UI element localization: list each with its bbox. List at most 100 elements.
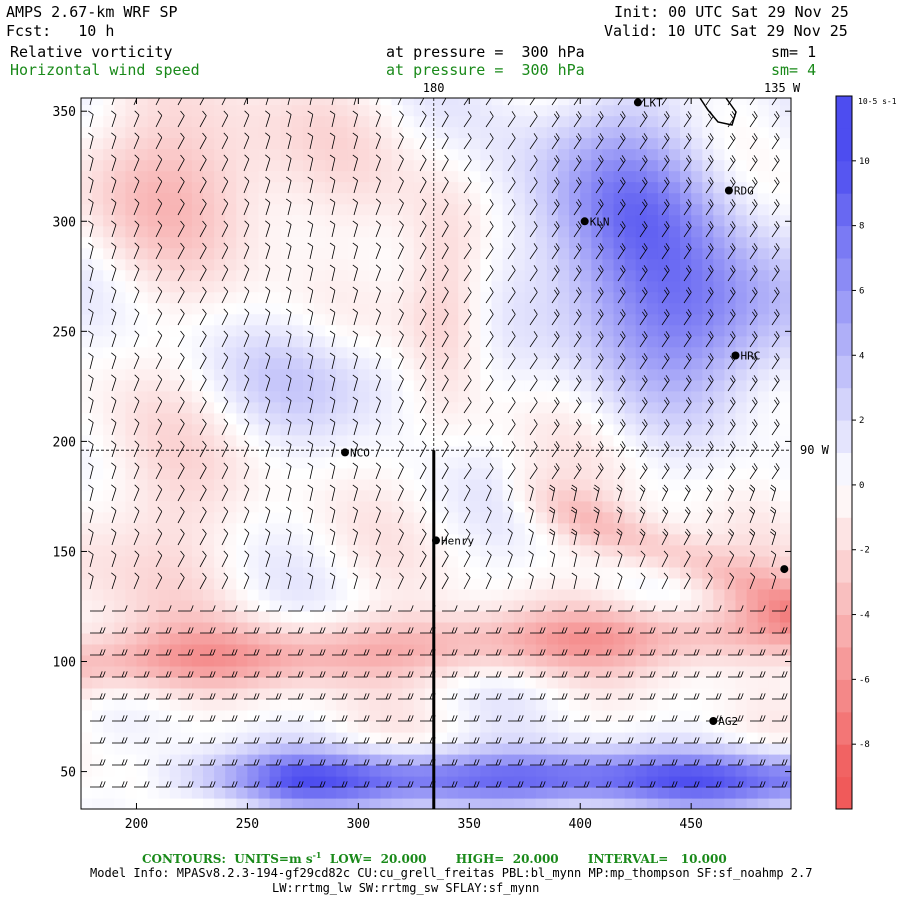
vorticity-cell [546, 148, 559, 161]
vorticity-cell [524, 148, 537, 161]
vorticity-cell [158, 478, 171, 491]
vorticity-cell [646, 390, 659, 403]
vorticity-cell [314, 423, 326, 436]
vorticity-cell [114, 423, 126, 436]
vorticity-cell [413, 632, 426, 645]
vorticity-cell [469, 676, 481, 689]
vorticity-cell [691, 743, 703, 755]
wind-barb [331, 356, 336, 370]
vorticity-cell [469, 698, 481, 711]
vorticity-cell [369, 225, 382, 238]
wind-barb-flag [212, 671, 216, 678]
wind-barb-flag [307, 352, 314, 357]
wind-barb-flag [307, 506, 314, 511]
vorticity-cell [336, 258, 348, 271]
wind-barb [331, 114, 336, 128]
wind-barb-flag [111, 198, 117, 203]
vorticity-cell [203, 313, 215, 326]
vorticity-cell [546, 500, 559, 513]
vorticity-cell [314, 98, 326, 106]
wind-barb [309, 202, 314, 216]
vorticity-cell [613, 225, 626, 238]
vorticity-cell [436, 324, 448, 337]
vorticity-cell [580, 632, 592, 645]
vorticity-cell [258, 159, 271, 172]
vorticity-cell [513, 225, 526, 238]
vorticity-cell [447, 577, 459, 590]
vorticity-cell [413, 104, 426, 117]
wind-barb [199, 335, 207, 348]
vorticity-cell [125, 511, 138, 524]
vorticity-cell [380, 357, 393, 370]
vorticity-cell [657, 632, 670, 645]
vorticity-cell [735, 302, 748, 315]
vorticity-cell [491, 445, 504, 458]
vorticity-cell [646, 115, 659, 128]
vorticity-cell [680, 654, 692, 667]
wind-barb-flag [234, 627, 238, 634]
vorticity-cell [291, 214, 304, 227]
vorticity-cell [247, 676, 260, 689]
vorticity-cell [169, 159, 182, 172]
vorticity-cell [513, 467, 526, 480]
vorticity-cell [358, 280, 370, 293]
vorticity-cell [269, 236, 282, 249]
vorticity-cell [447, 467, 459, 480]
vorticity-cell [380, 732, 393, 744]
vorticity-cell [436, 313, 448, 326]
vorticity-cell [713, 654, 725, 667]
vorticity-cell [114, 665, 126, 678]
vorticity-cell [491, 511, 504, 524]
vorticity-cell [236, 236, 248, 249]
vorticity-cell [347, 610, 359, 623]
vorticity-cell [347, 467, 359, 480]
vorticity-cell [657, 357, 670, 370]
vorticity-cell [302, 687, 315, 700]
wind-barb-flag [157, 176, 163, 182]
vorticity-cell [680, 765, 692, 777]
vorticity-cell [92, 643, 104, 656]
vorticity-cell [591, 787, 603, 799]
vorticity-cell [458, 368, 470, 381]
vorticity-cell [447, 291, 459, 304]
vorticity-cell [646, 159, 659, 172]
vorticity-cell [735, 313, 748, 326]
vorticity-cell [191, 412, 204, 425]
wind-barb-flag [286, 89, 291, 93]
vorticity-cell [702, 423, 714, 436]
vorticity-cell [691, 203, 703, 216]
vorticity-cell [158, 423, 171, 436]
vorticity-cell [535, 280, 548, 293]
vorticity-cell [158, 258, 171, 271]
vorticity-cell [580, 588, 592, 601]
vorticity-cell [436, 236, 448, 249]
vorticity-cell [92, 698, 104, 711]
vorticity-cell [203, 346, 215, 359]
vorticity-cell [180, 754, 193, 766]
wind-barb-flag [202, 528, 207, 534]
vorticity-cell [336, 533, 348, 546]
vorticity-cell [646, 511, 659, 524]
vorticity-cell [713, 434, 725, 447]
wind-barb-flag [297, 671, 301, 678]
wind-barb-flag [202, 308, 207, 314]
vorticity-cell [369, 478, 382, 491]
vorticity-cell [702, 126, 714, 139]
vorticity-cell [214, 390, 226, 403]
vorticity-cell [613, 721, 626, 733]
wind-barb [155, 115, 163, 128]
vorticity-cell [513, 98, 526, 106]
wind-barb [309, 422, 314, 436]
wind-barb [177, 401, 185, 414]
vorticity-cell [635, 610, 648, 623]
vorticity-cell [768, 676, 781, 689]
vorticity-cell [424, 676, 437, 689]
vorticity-cell [635, 247, 648, 260]
vorticity-cell [291, 721, 304, 733]
wind-barb-flag [307, 330, 314, 335]
vorticity-cell [391, 732, 404, 744]
vorticity-cell [347, 533, 359, 546]
vorticity-cell [92, 621, 104, 634]
wind-barb-flag [329, 374, 336, 379]
vorticity-cell [480, 379, 493, 392]
